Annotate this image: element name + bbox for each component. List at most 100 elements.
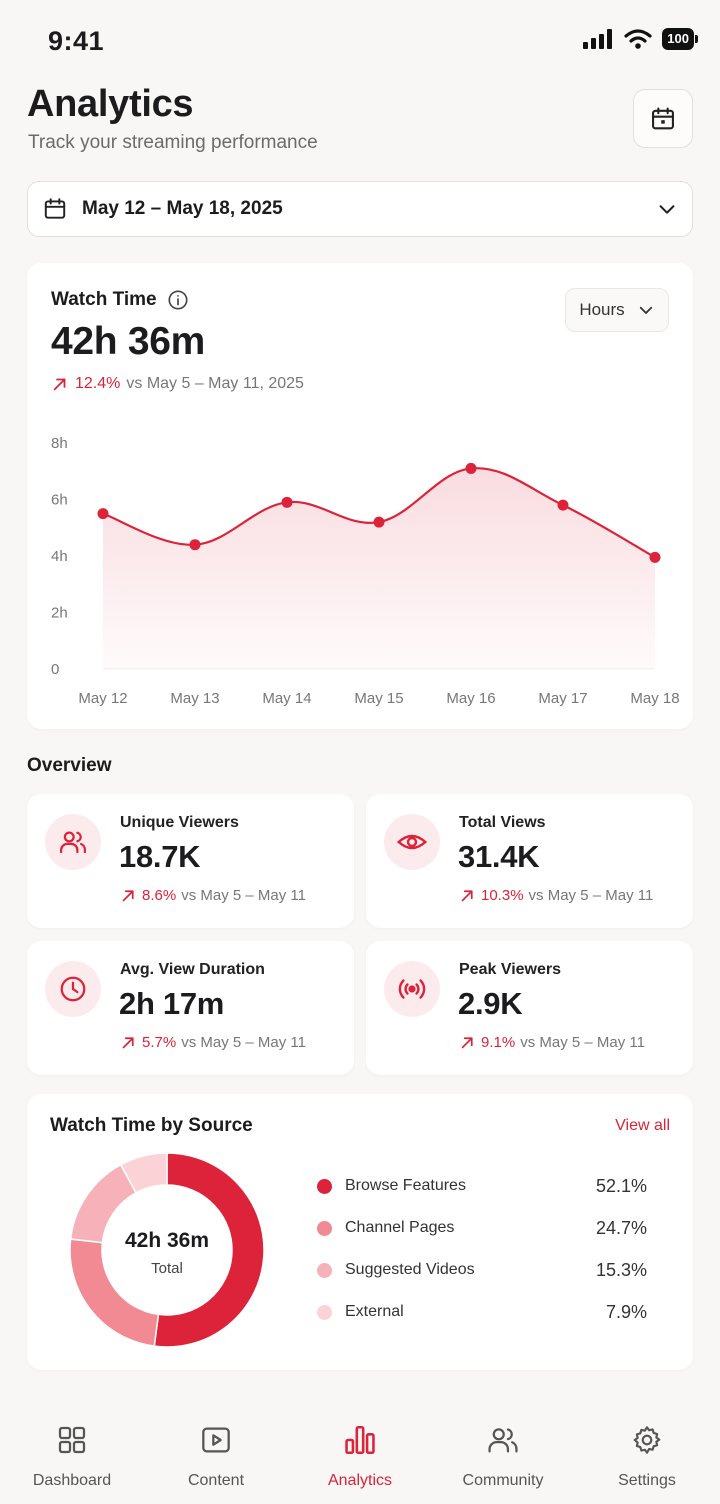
stat-change-ref: vs May 5 – May 11	[528, 887, 654, 904]
stat-card-peak-viewers[interactable]: Peak Viewers 2.9K 9.1% vs May 5 – May 11	[366, 941, 693, 1075]
bottom-tab-bar: Dashboard Content Analytics Community	[0, 1400, 720, 1504]
tab-label: Dashboard	[32, 1472, 112, 1489]
stat-label: Total Views	[459, 814, 546, 831]
legend-pct: 15.3%	[595, 1259, 647, 1280]
unit-select[interactable]: Hours	[565, 288, 669, 332]
play-icon	[202, 1427, 230, 1453]
stat-change: 5.7% vs May 5 – May 11	[120, 1034, 306, 1051]
trend-up-icon	[122, 1037, 134, 1049]
legend-pct: 24.7%	[595, 1217, 647, 1238]
tab-analytics[interactable]: Analytics	[295, 1400, 425, 1490]
source-donut-chart	[69, 1152, 265, 1348]
legend-name: Channel Pages	[345, 1219, 455, 1236]
x-tick-label: May 14	[262, 690, 311, 707]
legend-name: External	[345, 1303, 404, 1320]
stat-change-pct: 5.7%	[142, 1034, 177, 1051]
chart-data-point	[281, 496, 293, 508]
x-tick-label: May 16	[446, 690, 495, 707]
legend-dot	[317, 1304, 332, 1320]
chart-data-point	[649, 551, 661, 563]
calendar-icon	[652, 106, 674, 129]
stat-change-pct: 9.1%	[481, 1034, 516, 1051]
y-tick-label: 6h	[51, 492, 68, 509]
date-range-select[interactable]: May 12 – May 18, 2025	[27, 181, 693, 237]
legend-dot	[317, 1262, 332, 1278]
donut-slice	[119, 1152, 168, 1194]
donut-center-label: Total	[151, 1260, 183, 1277]
legend-item: Browse Features 52.1%	[317, 1174, 647, 1198]
stat-card-total-views[interactable]: Total Views 31.4K 10.3% vs May 5 – May 1…	[366, 794, 693, 928]
users-icon	[488, 1428, 518, 1453]
x-tick-label: May 13	[170, 690, 219, 707]
y-tick-label: 2h	[51, 605, 68, 622]
stat-change-ref: vs May 5 – May 11	[520, 1034, 645, 1051]
tab-settings[interactable]: Settings	[582, 1400, 712, 1490]
y-tick-label: 4h	[51, 548, 68, 565]
watch-time-chart: 0 2h 4h 6h 8h May 12 May 13 May 14 May 15 May 16 M…	[51, 435, 680, 707]
chart-area-fill	[103, 468, 655, 669]
stat-card-unique-viewers[interactable]: Unique Viewers 18.7K 8.6% vs May 5 – May…	[27, 794, 354, 928]
stat-change: 8.6% vs May 5 – May 11	[120, 887, 306, 904]
view-all-link[interactable]: View all	[615, 1117, 670, 1134]
tab-label: Settings	[618, 1472, 676, 1489]
watch-time-title-row: Watch Time	[51, 289, 189, 311]
watch-time-change: 12.4% vs May 5 – May 11, 2025	[51, 375, 304, 393]
stat-change: 10.3% vs May 5 – May 11	[459, 887, 653, 904]
chart-data-point	[465, 462, 477, 474]
clock-icon	[60, 976, 86, 1002]
stat-icon-wrap	[384, 961, 440, 1017]
stat-icon-wrap	[45, 961, 101, 1017]
legend-pct: 7.9%	[605, 1301, 647, 1322]
legend-item: Suggested Videos 15.3%	[317, 1258, 647, 1282]
legend-item: External 7.9%	[317, 1300, 647, 1324]
tab-label: Analytics	[327, 1472, 393, 1489]
overview-title: Overview	[27, 755, 112, 776]
legend-dot	[317, 1178, 332, 1194]
trend-up-icon	[53, 378, 66, 391]
watch-time-card: Watch Time Hours 42h 36m 12.4% vs May 5 …	[27, 263, 693, 729]
chart-data-point	[373, 516, 385, 528]
broadcast-icon	[398, 979, 426, 999]
stat-change: 9.1% vs May 5 – May 11	[459, 1034, 645, 1051]
tab-dashboard[interactable]: Dashboard	[7, 1400, 137, 1490]
stat-value: 31.4K	[458, 839, 540, 874]
date-range-value: May 12 – May 18, 2025	[82, 198, 283, 219]
x-tick-label: May 15	[354, 690, 403, 707]
page-subtitle: Track your streaming performance	[28, 132, 318, 153]
tab-community[interactable]: Community	[438, 1400, 568, 1490]
stat-label: Peak Viewers	[459, 961, 562, 978]
watch-time-change-ref: vs May 5 – May 11, 2025	[126, 375, 304, 392]
gear-icon	[633, 1426, 661, 1454]
legend-item: Channel Pages 24.7%	[317, 1216, 647, 1240]
calendar-button[interactable]	[633, 89, 693, 148]
battery-indicator: 100	[662, 28, 698, 50]
stat-label: Avg. View Duration	[120, 961, 265, 978]
users-icon	[60, 831, 86, 854]
x-tick-label: May 12	[78, 690, 127, 707]
status-time: 9:41	[48, 26, 105, 56]
status-bar: 9:41 100	[0, 0, 720, 84]
stat-icon-wrap	[45, 814, 101, 870]
eye-icon	[396, 834, 428, 850]
trend-up-icon	[461, 890, 473, 902]
stat-card-avg-view-duration[interactable]: Avg. View Duration 2h 17m 5.7% vs May 5 …	[27, 941, 354, 1075]
tab-label: Community	[462, 1472, 544, 1489]
watch-time-value: 42h 36m	[51, 320, 205, 363]
stat-change-ref: vs May 5 – May 11	[181, 887, 306, 904]
watch-time-title: Watch Time	[51, 289, 157, 310]
x-tick-label: May 17	[538, 690, 587, 707]
wifi-icon	[624, 28, 652, 49]
stat-change-pct: 10.3%	[481, 887, 524, 904]
y-tick-label: 0	[51, 661, 59, 678]
tab-content[interactable]: Content	[151, 1400, 281, 1490]
donut-slice	[153, 1152, 265, 1348]
chevron-down-icon	[659, 205, 675, 214]
legend-pct: 52.1%	[595, 1175, 647, 1196]
chevron-down-icon	[639, 306, 652, 314]
stat-value: 2.9K	[458, 986, 523, 1021]
stat-label: Unique Viewers	[120, 814, 239, 831]
info-icon[interactable]	[167, 289, 189, 311]
legend-dot	[317, 1220, 332, 1236]
status-icons: 100	[583, 28, 698, 50]
x-tick-label: May 18	[630, 690, 679, 707]
